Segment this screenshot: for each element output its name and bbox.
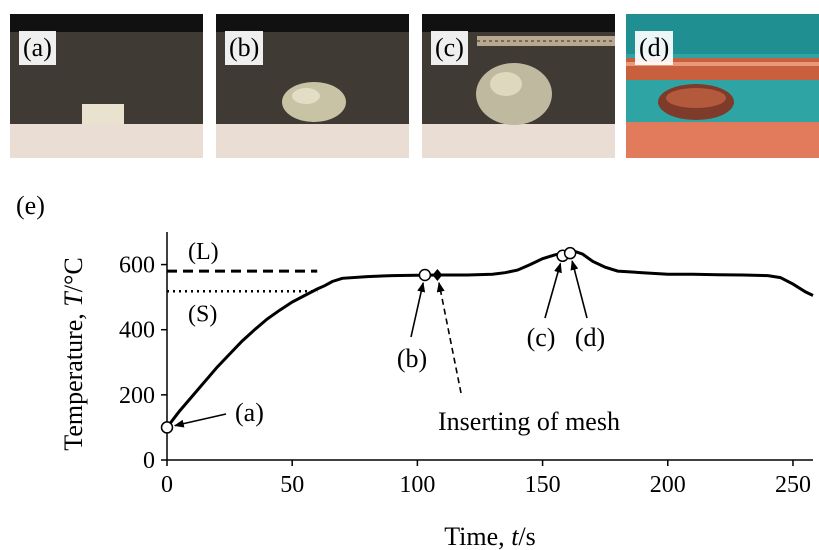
annotation-label: Inserting of mesh <box>438 407 620 436</box>
marker-d <box>563 246 577 260</box>
y-axis-label: Temperature, T/°C <box>59 257 88 450</box>
y-tick-label: 600 <box>119 253 155 279</box>
x-axis-label: Time, t/s <box>444 522 536 550</box>
temperature-time-chart: (e) 0 200 400 600 0 50 100 150 200 250 (L) (S) (a)… <box>16 191 814 550</box>
annotation-arrow <box>436 281 462 394</box>
photo-b-label: (b) <box>225 31 264 65</box>
x-tick-label: 50 <box>280 472 304 498</box>
photo-b: (b) <box>216 14 409 158</box>
annotation-label: (d) <box>575 323 605 352</box>
annotation-label: (b) <box>397 344 427 373</box>
x-tick-label: 200 <box>650 472 686 498</box>
reference-line-label: (S) <box>188 301 217 327</box>
marker-a <box>160 421 174 434</box>
x-tick-label: 150 <box>525 472 561 498</box>
temperature-curve <box>165 249 814 429</box>
annotation-arrow <box>544 262 562 319</box>
y-tick-label: 400 <box>119 318 155 344</box>
annotation-label: (c) <box>527 323 556 352</box>
photo-a: (a) <box>10 14 203 158</box>
marker-b <box>418 268 432 282</box>
marker-mesh <box>432 268 443 281</box>
photo-a-label: (a) <box>19 31 56 65</box>
annotation-label: (a) <box>235 398 264 427</box>
y-tick-label: 0 <box>143 448 155 474</box>
photo-d: (d) <box>626 14 819 158</box>
photo-a-image <box>10 14 203 158</box>
annotation-arrow <box>410 281 426 338</box>
annotations: (a) (b) Inserting of mesh (c) (d) <box>173 259 620 436</box>
x-tick-label: 0 <box>161 472 173 498</box>
x-tick-label: 250 <box>775 472 811 498</box>
reference-line-label: (L) <box>188 239 219 265</box>
photo-c-image <box>422 14 615 158</box>
photo-d-label: (d) <box>635 31 674 65</box>
x-tick-label: 100 <box>399 472 435 498</box>
data-markers <box>160 246 577 434</box>
panel-e-label: (e) <box>16 191 45 220</box>
y-tick-label: 200 <box>119 383 155 409</box>
annotation-arrow <box>173 413 227 428</box>
annotation-arrow <box>570 259 588 319</box>
reference-lines: (L) (S) <box>167 239 318 327</box>
photo-c-label: (c) <box>431 31 468 65</box>
photo-c: (c) <box>422 14 615 158</box>
